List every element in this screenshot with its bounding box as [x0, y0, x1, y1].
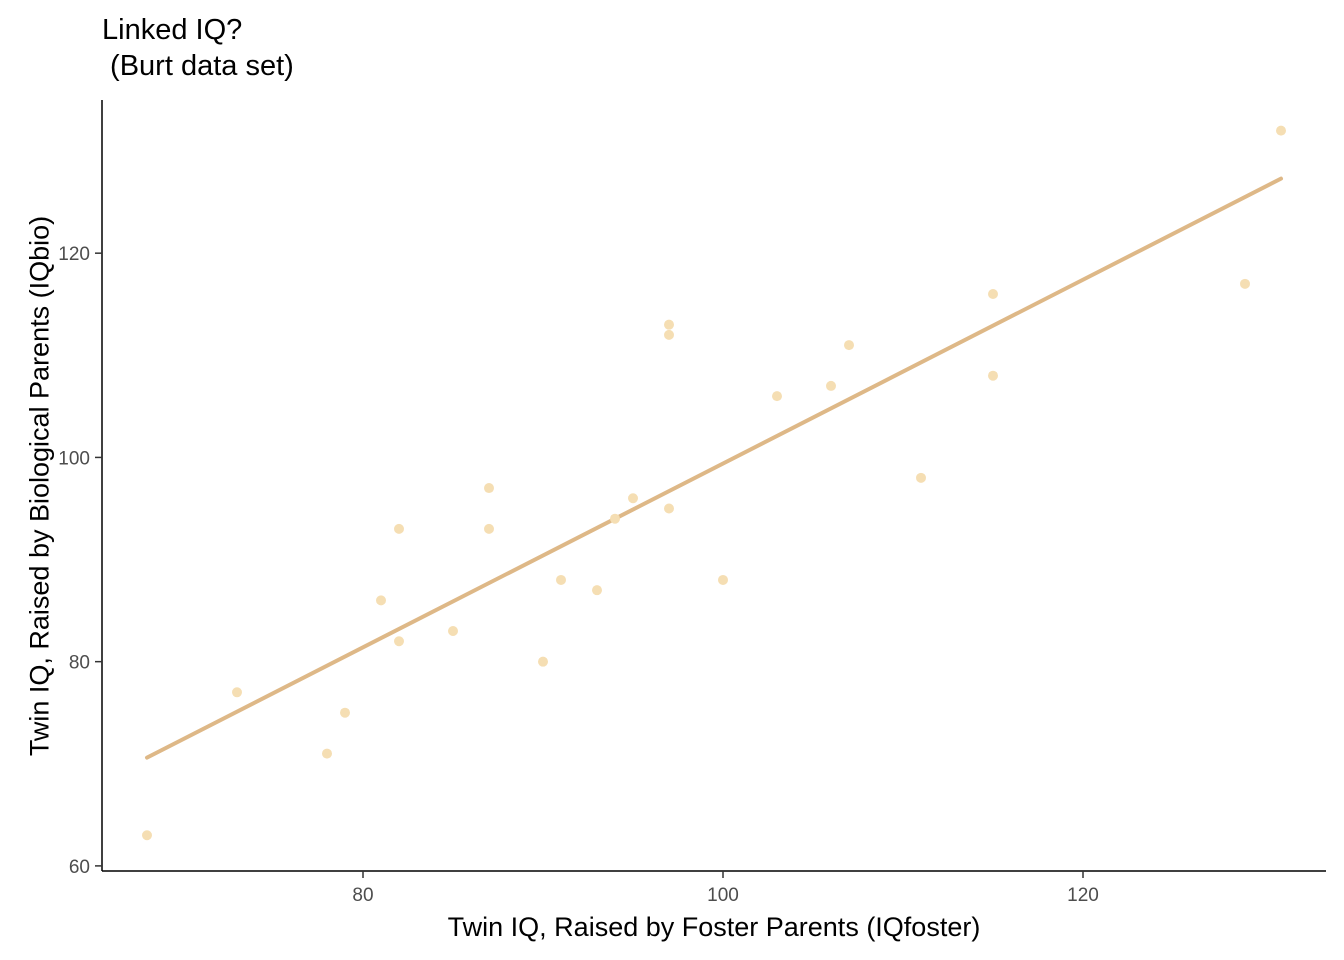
- data-point: [592, 585, 602, 596]
- data-point: [664, 329, 674, 340]
- data-point: [988, 289, 998, 300]
- data-point: [772, 391, 782, 402]
- data-point: [664, 503, 674, 514]
- chart-title-line1: Linked IQ?: [102, 14, 243, 46]
- x-axis-label: Twin IQ, Raised by Foster Parents (IQfos…: [447, 912, 981, 942]
- y-tick-label: 120: [58, 244, 90, 265]
- data-point: [142, 830, 152, 841]
- data-point: [484, 523, 494, 534]
- data-point: [988, 370, 998, 381]
- chart-title-line2: (Burt data set): [102, 50, 294, 82]
- y-tick-label: 80: [69, 653, 90, 674]
- data-point: [1276, 125, 1286, 136]
- x-tick-label: 100: [707, 885, 739, 906]
- x-tick-label: 80: [352, 885, 373, 906]
- data-point: [394, 523, 404, 534]
- data-point: [448, 626, 458, 637]
- data-point: [664, 319, 674, 330]
- data-point: [844, 340, 854, 351]
- data-point: [538, 656, 548, 667]
- data-point: [340, 707, 350, 718]
- regression-line: [145, 176, 1283, 760]
- data-point: [232, 687, 242, 698]
- data-point: [1240, 278, 1250, 289]
- x-tick-label: 120: [1067, 885, 1099, 906]
- y-tick-label: 60: [69, 857, 90, 878]
- data-point: [556, 574, 566, 585]
- data-point: [394, 636, 404, 647]
- chart-title: Linked IQ? (Burt data set): [102, 12, 294, 84]
- y-axis-label: Twin IQ, Raised by Biological Parents (I…: [24, 215, 55, 757]
- data-point: [916, 472, 926, 483]
- data-point: [484, 483, 494, 494]
- data-point: [628, 493, 638, 504]
- data-point: [376, 595, 386, 606]
- y-tick-label: 100: [58, 448, 90, 469]
- data-point: [718, 574, 728, 585]
- data-point: [610, 513, 620, 524]
- data-point: [826, 380, 836, 391]
- data-point: [322, 748, 332, 759]
